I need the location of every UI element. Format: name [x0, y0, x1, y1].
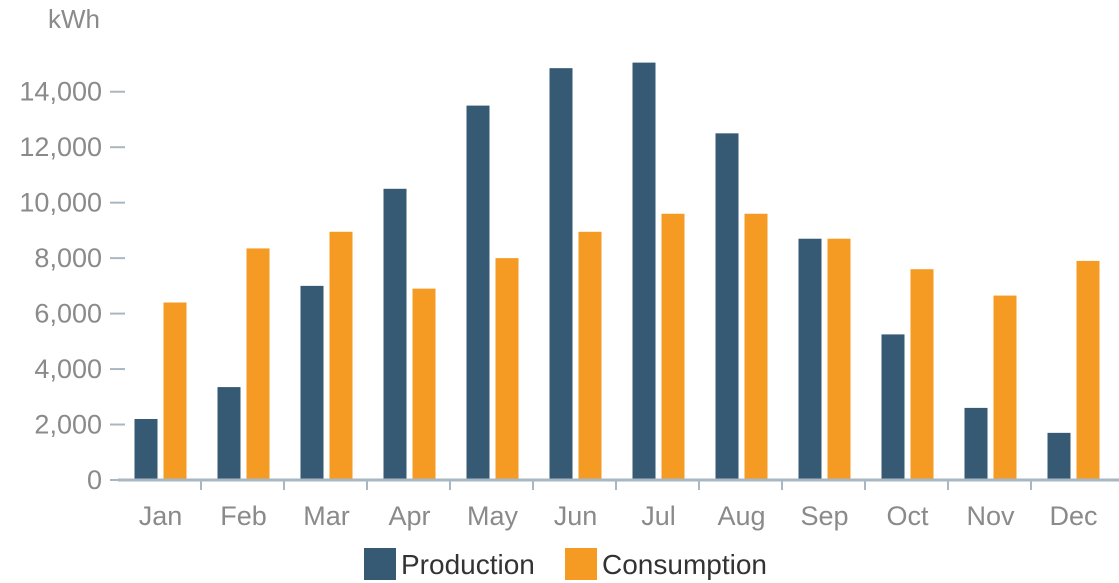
bar-consumption-apr	[412, 288, 436, 480]
bar-production-apr	[383, 188, 407, 481]
bar-production-jun	[549, 68, 573, 480]
x-tick-label: Jan	[139, 501, 183, 531]
bar-consumption-mar	[329, 231, 353, 480]
x-tick-label: Mar	[303, 501, 350, 531]
y-tick-label: 6,000	[34, 299, 102, 329]
legend-swatch-consumption	[565, 548, 597, 580]
bar-consumption-jul	[661, 213, 685, 480]
bar-consumption-nov	[993, 295, 1017, 480]
y-tick-label: 8,000	[34, 243, 102, 273]
bar-consumption-jan	[163, 302, 187, 480]
bar-production-jan	[134, 418, 158, 480]
bar-consumption-sep	[827, 238, 851, 480]
bar-consumption-aug	[744, 213, 768, 480]
bar-production-nov	[964, 407, 988, 480]
bar-production-jul	[632, 62, 656, 480]
bar-production-sep	[798, 238, 822, 480]
bar-production-feb	[217, 387, 241, 480]
x-tick-label: Jul	[641, 501, 676, 531]
x-tick-label: Sep	[800, 501, 848, 531]
bar-production-may	[466, 105, 490, 480]
y-axis-unit-label: kWh	[48, 4, 100, 34]
bar-consumption-dec	[1076, 260, 1100, 480]
bar-consumption-jun	[578, 231, 602, 480]
bar-production-dec	[1047, 432, 1071, 480]
y-tick-label: 14,000	[19, 77, 102, 107]
y-axis: 0 2,000 4,000 6,000 8,000 10,000 12,000 14,000	[19, 77, 125, 495]
bar-consumption-may	[495, 258, 519, 480]
bar-production-oct	[881, 334, 905, 480]
bar-consumption-oct	[910, 269, 934, 480]
x-tick-label: Jun	[554, 501, 598, 531]
x-tick-label: Oct	[886, 501, 929, 531]
x-axis: Jan Feb Mar Apr May Jun Jul Aug Sep Oct Nov Dec	[139, 480, 1098, 531]
legend-label-consumption: Consumption	[602, 549, 767, 580]
x-tick-label: Dec	[1049, 501, 1097, 531]
x-tick-label: Aug	[717, 501, 765, 531]
y-tick-label: 4,000	[34, 354, 102, 384]
legend: Production Consumption	[364, 548, 767, 580]
legend-swatch-production	[364, 548, 396, 580]
x-tick-label: Apr	[388, 501, 430, 531]
bar-consumption-feb	[246, 248, 270, 480]
y-tick-label: 12,000	[19, 132, 102, 162]
bars	[134, 62, 1100, 481]
x-tick-label: Feb	[220, 501, 267, 531]
x-tick-label: Nov	[966, 501, 1015, 531]
y-tick-label: 2,000	[34, 410, 102, 440]
y-tick-label: 10,000	[19, 188, 102, 218]
bar-production-aug	[715, 133, 739, 481]
x-tick-label: May	[467, 501, 519, 531]
y-tick-label: 0	[87, 465, 102, 495]
legend-label-production: Production	[401, 549, 535, 580]
bar-production-mar	[300, 285, 324, 480]
